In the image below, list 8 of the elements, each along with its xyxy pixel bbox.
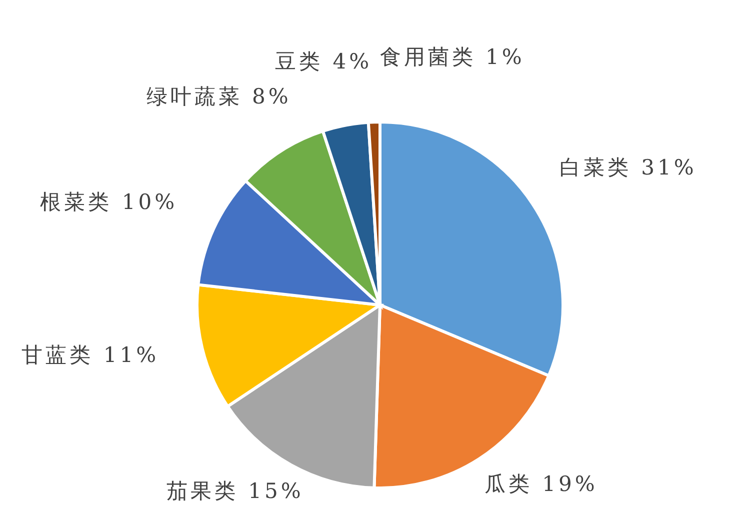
slice-label: 茄果类 15% [166,479,304,504]
slice-label: 白菜类 31% [559,156,697,180]
slice-label: 瓜类 19% [484,472,598,496]
slice-label: 豆类 4% [275,49,372,74]
slice-label: 食用菌类 1% [380,45,525,70]
slice-label: 根菜类 10% [40,190,178,214]
slice-label: 绿叶蔬菜 8% [146,84,292,108]
slice-label: 甘蓝类 11% [22,343,160,368]
